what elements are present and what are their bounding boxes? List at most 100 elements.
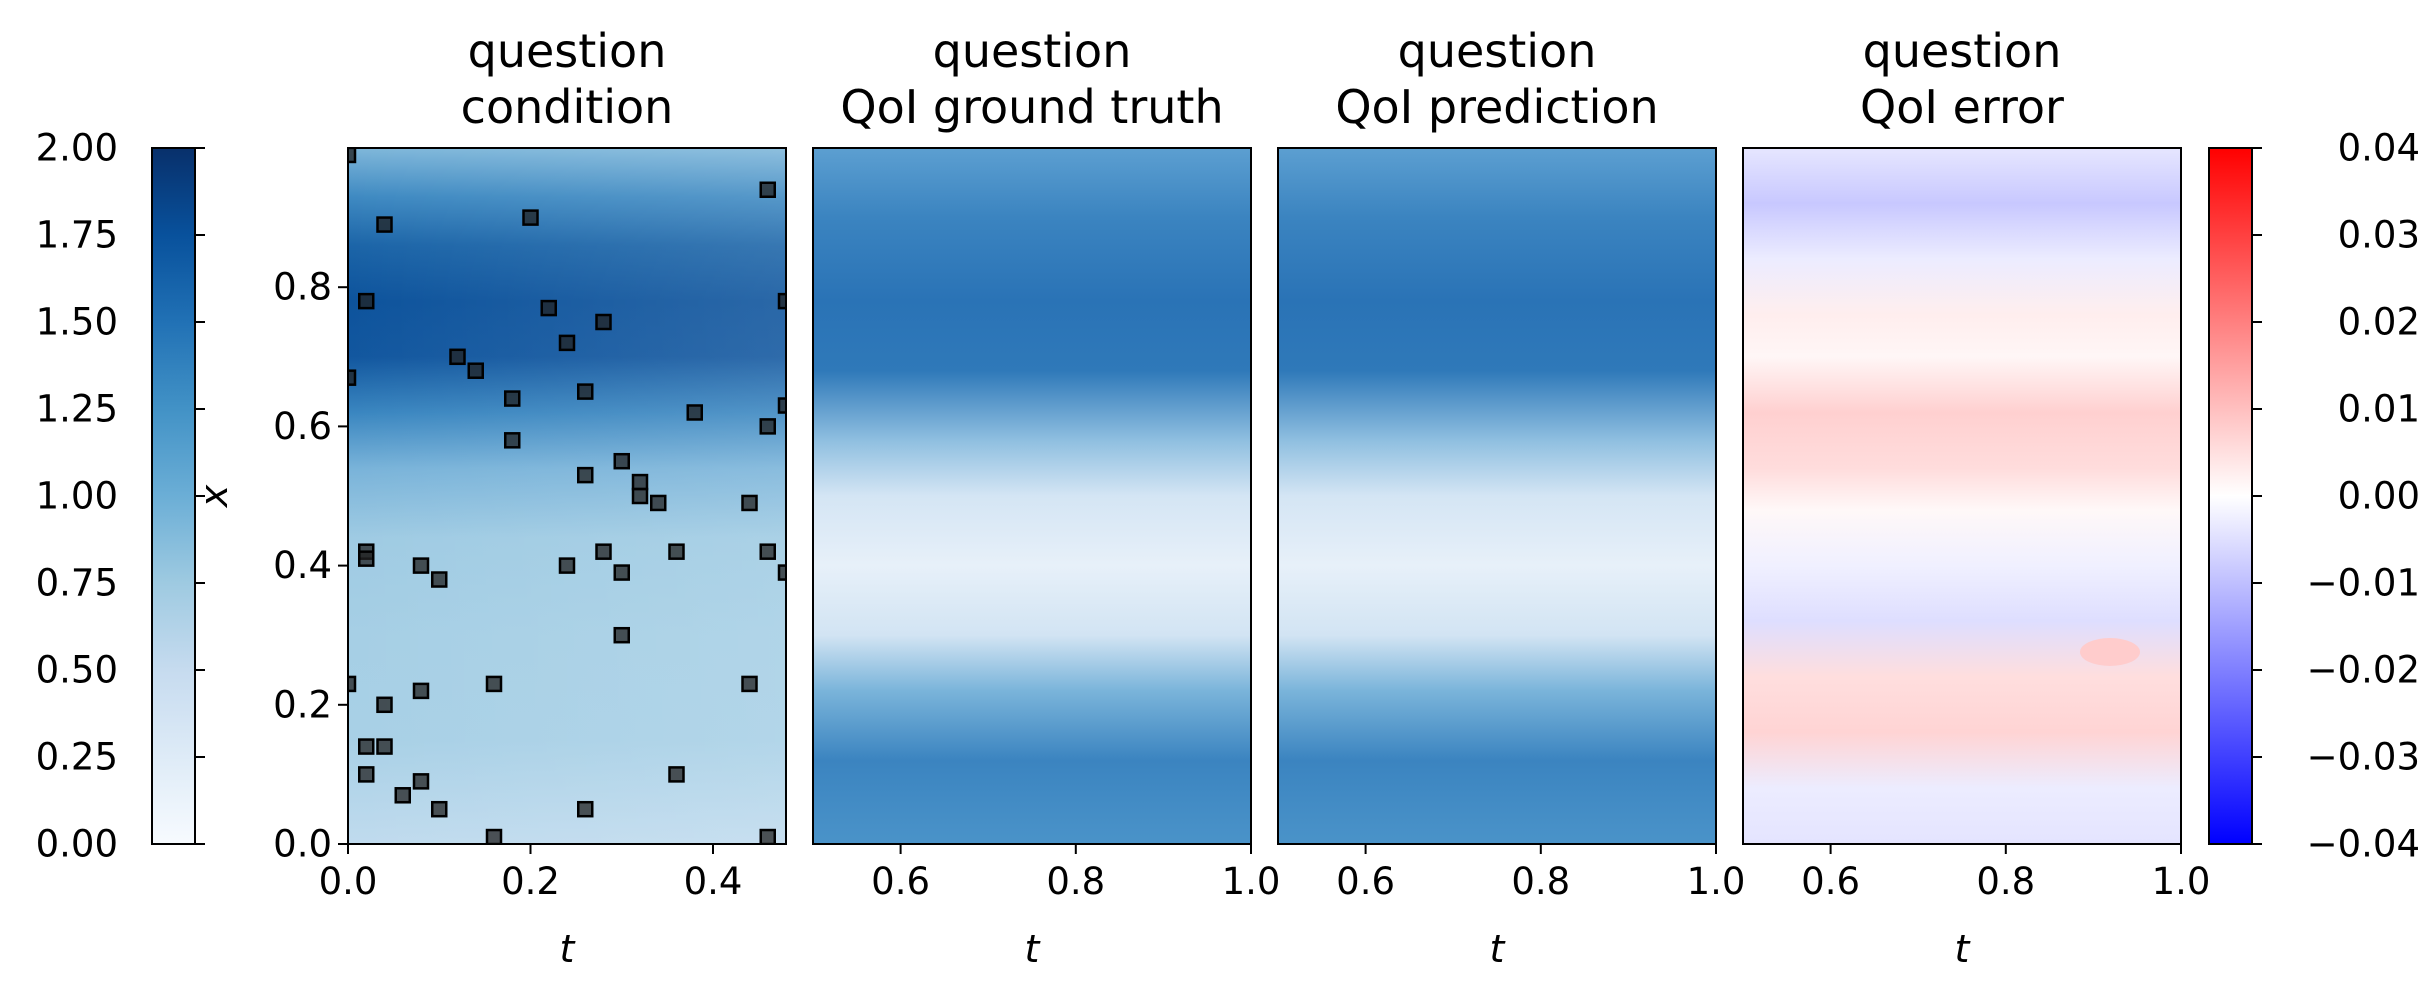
colorbar-tick-label: 1.00 (36, 475, 118, 518)
sensor-marker (741, 494, 758, 512)
y-tick-label: 0.2 (273, 683, 332, 726)
prediction-dark-lower (1501, 670, 1716, 844)
x-tick-label: 0.0 (319, 860, 378, 903)
ground-truth-dark-upper (1061, 290, 1251, 440)
x-tick-label: 0.6 (1801, 860, 1860, 903)
sensor-marker (759, 418, 776, 435)
colorbar-tick-label: −0.01 (2307, 562, 2420, 605)
error-blue-mid (2121, 370, 2181, 440)
x-tick-label: 1.0 (2152, 860, 2211, 903)
colorbar-tick-label: 2.00 (36, 127, 118, 170)
panel-title-line2: QoI ground truth (840, 80, 1223, 134)
y-axis-label: x (192, 484, 236, 508)
sensor-marker (376, 738, 393, 755)
sensor-marker (577, 800, 594, 818)
sensor-marker (650, 494, 667, 512)
colorbar-tick-label: 1.75 (36, 214, 118, 257)
colorbar-tick-label: 0.01 (2338, 388, 2420, 431)
sensor-marker (759, 181, 776, 199)
colorbar-tick-label: 0.02 (2338, 301, 2420, 344)
sensor-marker (376, 696, 393, 714)
sensor-marker (431, 571, 448, 588)
panel-title-line1: question (933, 24, 1132, 78)
x-tick-label: 0.8 (1046, 860, 1105, 903)
sensor-marker (485, 675, 503, 693)
x-tick-label: 0.6 (1336, 860, 1395, 903)
colorbar-tick-label: 0.75 (36, 562, 118, 605)
error-red-spot (2080, 638, 2140, 666)
ground-truth-frame (812, 147, 1252, 845)
sensor-marker (613, 564, 630, 581)
y-tick-label: 0.8 (273, 266, 332, 309)
x-tick-label: 0.4 (684, 860, 743, 903)
colorbar-right-ticks: −0.04 −0.03 −0.02 −0.01 0.00 0.01 0.02 0.03 0.04 (2252, 127, 2420, 866)
sensor-marker (412, 682, 430, 700)
sensor-marker (613, 626, 630, 644)
sensor-marker (467, 362, 484, 379)
sensor-marker (358, 766, 375, 783)
sensor-marker (504, 390, 521, 407)
colorbar-tick-label: 0.03 (2338, 214, 2420, 257)
sensor-marker (358, 550, 375, 567)
sensor-marker (412, 557, 430, 574)
colorbar-tick-label: 0.50 (36, 649, 118, 692)
colorbar-left-ticks: 0.00 0.25 0.50 0.75 1.00 1.25 1.50 1.75 2.00 (36, 127, 205, 866)
error-red-upper (2101, 293, 2181, 383)
panel-title-line2: QoI error (1860, 80, 2064, 134)
sensor-marker (595, 313, 612, 331)
x-tick-label: 0.8 (1976, 860, 2035, 903)
x-tick-label: 0.6 (871, 860, 930, 903)
panel-title-line1: question (1863, 24, 2062, 78)
sensor-marker (668, 543, 685, 560)
sensor-marker (741, 675, 758, 693)
sensor-marker (759, 828, 776, 844)
sensor-marker (631, 487, 649, 505)
colorbar-tick-label: 0.25 (36, 736, 118, 779)
colorbar-tick-label: 1.50 (36, 301, 118, 344)
sensor-marker (540, 299, 557, 317)
panel-title-line2: condition (461, 80, 674, 134)
sensor-marker (358, 738, 375, 755)
panel-title-line1: question (1398, 24, 1597, 78)
colorbar-tick-label: 1.25 (36, 388, 118, 431)
x-tick-label: 1.0 (1687, 860, 1746, 903)
sensor-marker (376, 216, 393, 233)
sensor-marker (613, 452, 630, 470)
prediction-frame (1277, 147, 1717, 845)
x-axis-label: t (1955, 927, 1972, 971)
error-blue-top (2071, 163, 2181, 313)
x-axis-label: t (1025, 927, 1042, 971)
sensor-marker (412, 773, 430, 790)
condition-frame (347, 147, 787, 845)
colorbar-tick-label: 0.04 (2338, 127, 2420, 170)
sensor-marker (449, 348, 466, 366)
error-red-lower (2061, 695, 2181, 844)
y-tick-label: 0.0 (273, 823, 332, 866)
sensor-marker (686, 404, 703, 421)
sensor-marker (595, 543, 612, 560)
colorbar-left-gradient (151, 147, 196, 845)
sensor-marker (577, 383, 594, 400)
y-tick-label: 0.4 (273, 544, 332, 587)
error-red-mid (2111, 435, 2181, 505)
ground-truth-dark-lower (1041, 670, 1251, 844)
colorbar-tick-label: −0.04 (2307, 823, 2420, 866)
x-tick-label: 1.0 (1222, 860, 1281, 903)
sensor-marker (577, 466, 594, 484)
prediction-dark-upper (1531, 298, 1716, 442)
x-axis-label: t (1490, 927, 1507, 971)
sensor-marker (631, 473, 649, 491)
sensor-marker (348, 148, 357, 164)
colorbar-right: −0.04 −0.03 −0.02 −0.01 0.00 0.01 0.02 0.03 0.04 (2208, 127, 2420, 866)
colorbar-tick-label: −0.02 (2307, 649, 2420, 692)
colorbar-left: 0.00 0.25 0.50 0.75 1.00 1.25 1.50 1.75 2.00 (36, 127, 205, 866)
x-tick-label: 0.8 (1511, 860, 1570, 903)
panel-title-line2: QoI prediction (1335, 80, 1658, 134)
